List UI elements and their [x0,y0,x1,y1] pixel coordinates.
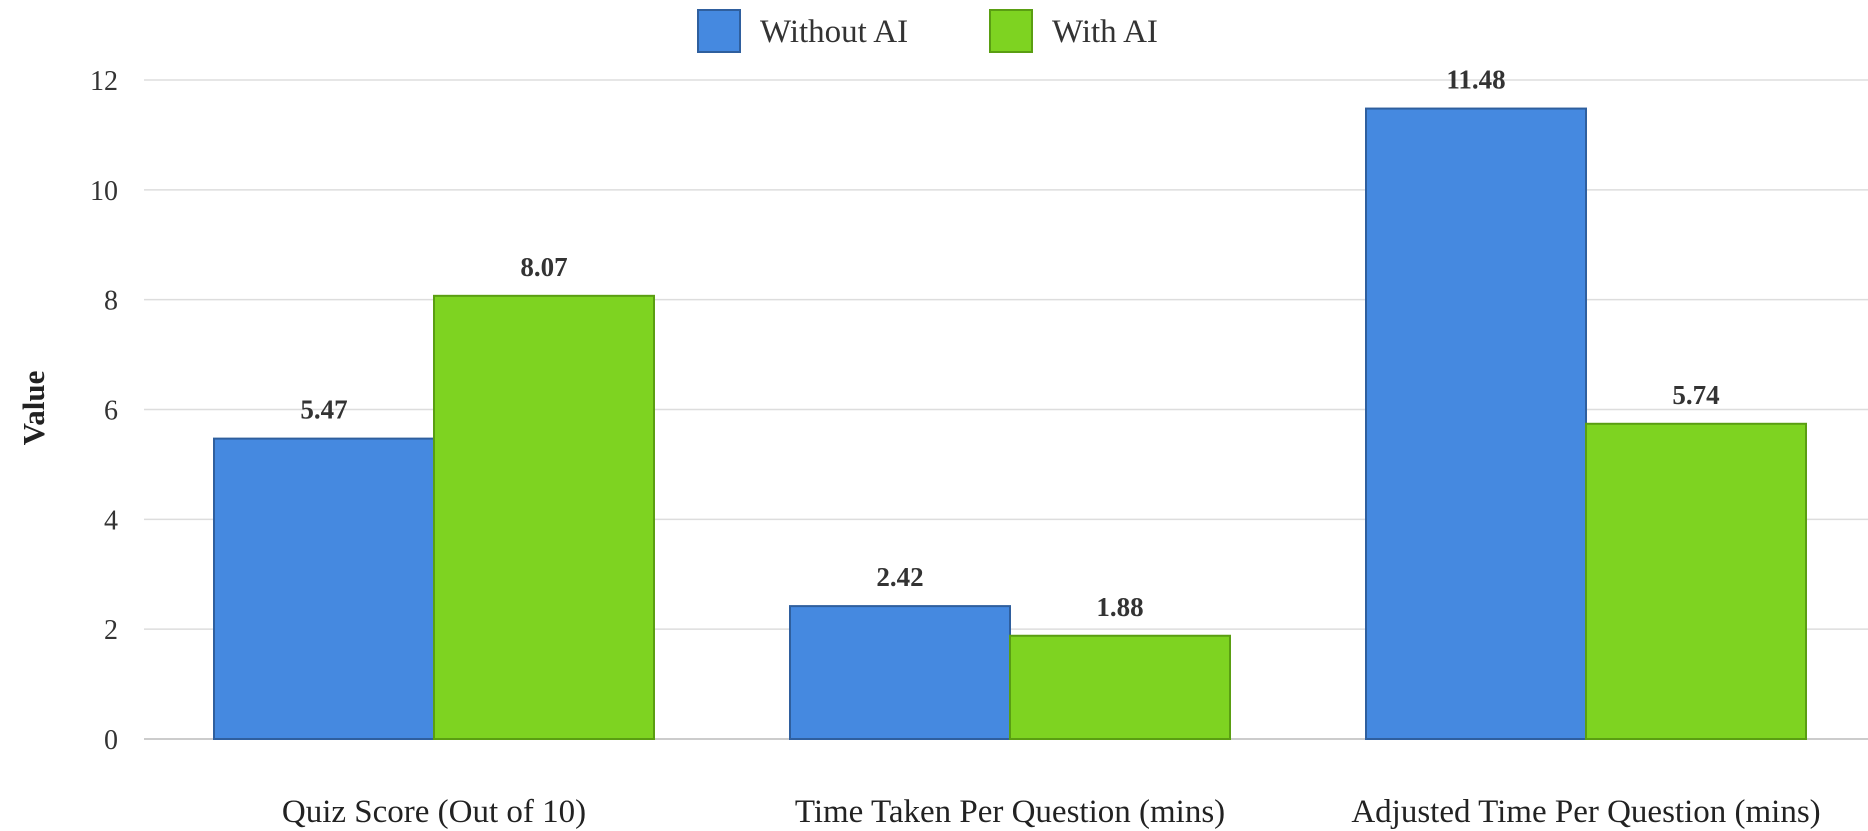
y-axis-ticks: 0 2 4 6 8 10 12 [90,66,118,756]
bar-with-ai [1585,422,1807,740]
y-tick-label: 4 [104,505,118,536]
data-label: 11.48 [1446,65,1505,95]
y-tick-label: 0 [104,725,118,756]
x-category-label: Adjusted Time Per Question (mins) [1351,794,1820,830]
y-axis-title: Value [16,371,51,446]
bar-without-ai [789,605,1011,741]
y-tick-label: 2 [104,615,118,646]
value-labels: 5.47 2.42 11.48 8.07 1.88 5.74 [300,65,1719,622]
bar-with-ai [1009,634,1231,740]
y-tick-label: 10 [90,176,118,207]
data-label: 5.74 [1672,380,1719,410]
legend-swatch [989,9,1033,53]
legend: Without AI With AI [697,9,1158,53]
bar-without-ai [1365,107,1587,741]
bar-without-ai [213,437,435,740]
bar-with-ai [433,294,655,740]
data-label: 5.47 [300,395,347,425]
x-category-label: Time Taken Per Question (mins) [795,794,1225,830]
data-label: 1.88 [1096,592,1143,622]
y-tick-label: 8 [104,286,118,317]
y-tick-label: 12 [90,66,118,97]
x-axis-category-labels: Quiz Score (Out of 10) Time Taken Per Que… [282,794,1821,830]
x-category-label: Quiz Score (Out of 10) [282,794,586,830]
legend-label: With AI [1052,14,1158,50]
bars [213,107,1807,741]
legend-swatch [697,9,741,53]
data-label: 8.07 [520,252,567,282]
y-tick-label: 6 [104,396,118,427]
legend-label: Without AI [760,14,908,50]
data-label: 2.42 [876,562,923,592]
